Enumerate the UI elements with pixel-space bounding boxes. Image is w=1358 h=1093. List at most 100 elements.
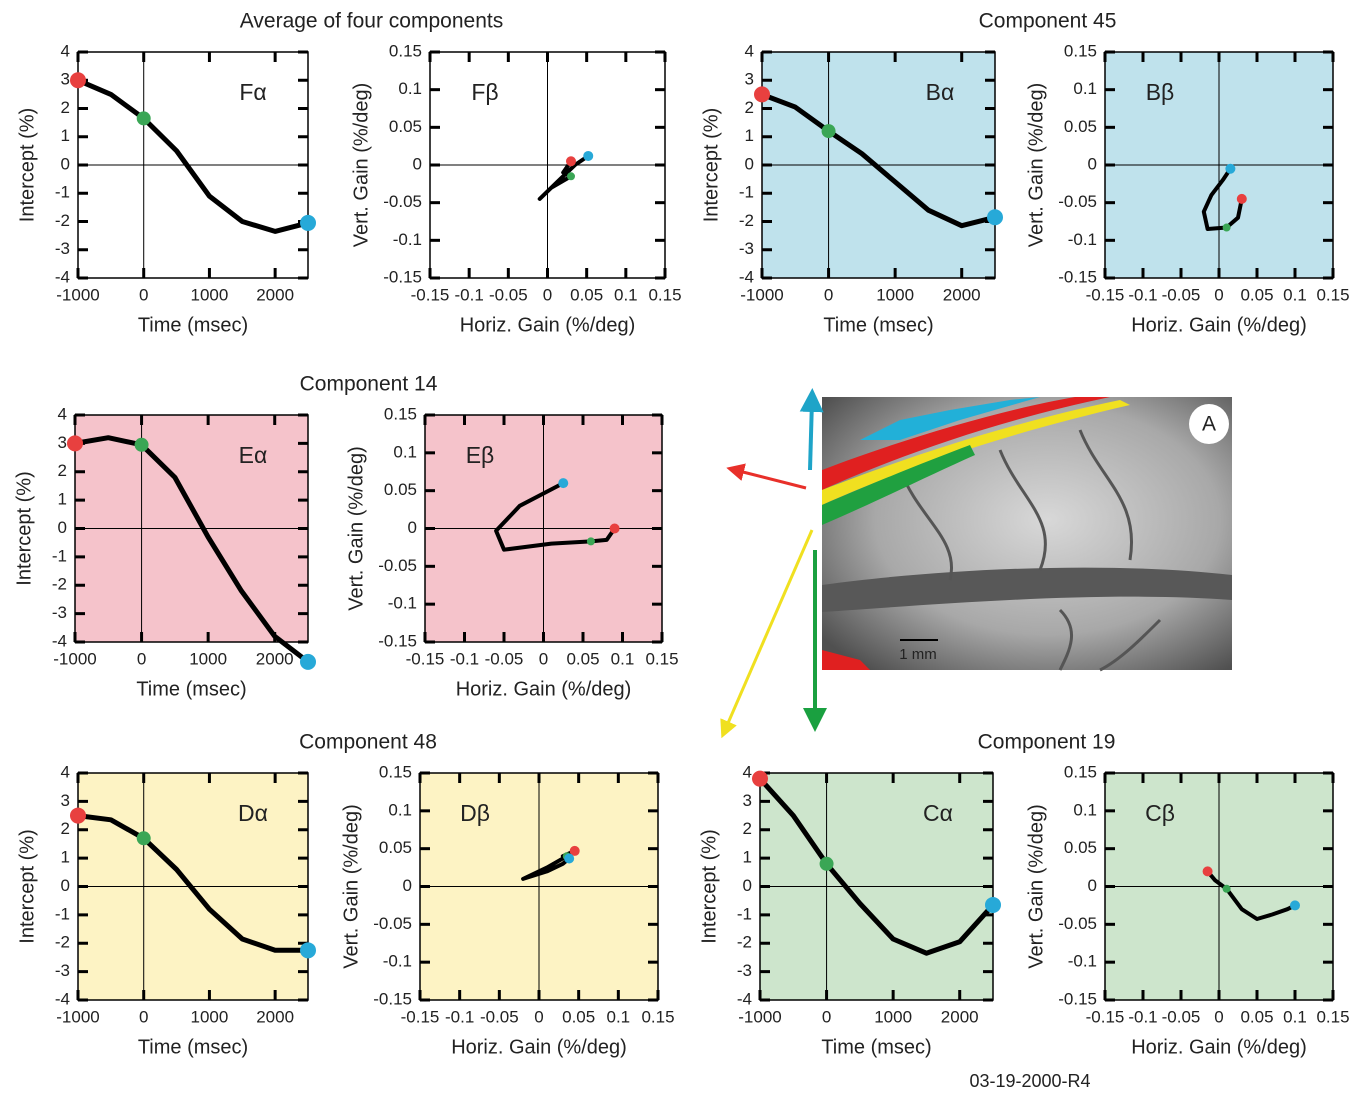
panel-label: Bα	[926, 79, 955, 105]
data-line	[1206, 870, 1296, 921]
y-tick-label: -3	[52, 603, 67, 622]
y-tick-label: 0.1	[393, 442, 417, 461]
x-tick-label: 0.05	[566, 649, 599, 668]
y-tick-label: 4	[58, 404, 67, 423]
x-axis-label: Horiz. Gain (%/deg)	[460, 314, 636, 336]
data-marker	[987, 209, 1003, 226]
y-tick-label: 3	[61, 791, 70, 810]
x-tick-label: -0.15	[401, 1007, 440, 1026]
y-axis-label: Vert. Gain (%/deg)	[1025, 83, 1047, 248]
data-marker	[754, 86, 770, 103]
group-title: Component 48	[299, 731, 437, 754]
data-marker	[300, 653, 316, 670]
footer: 03-19-2000-R4	[969, 1071, 1090, 1091]
panel-label: Dβ	[460, 800, 490, 826]
y-tick-label: -1	[739, 183, 754, 202]
x-tick-label: 0.1	[1283, 1007, 1307, 1026]
y-axis-label: Vert. Gain (%/deg)	[340, 804, 362, 969]
y-tick-label: -0.15	[1058, 989, 1097, 1008]
data-line	[77, 78, 309, 234]
x-axis-label: Time (msec)	[138, 314, 248, 336]
data-marker	[134, 437, 149, 452]
chart: -0.15 -0.1 -0.05 0 0.05 0.1 0.15-0.15-0.1-0.05…	[1025, 762, 1349, 1058]
x-tick-label: 0.05	[562, 1007, 595, 1026]
y-tick-label: -3	[55, 239, 70, 258]
y-tick-label: 0.05	[389, 117, 422, 136]
data-marker	[1222, 223, 1231, 232]
y-tick-label: 0	[61, 876, 70, 895]
y-tick-label: 1	[61, 126, 70, 145]
data-marker	[70, 72, 86, 89]
y-tick-label: -3	[737, 961, 752, 980]
y-tick-label: -0.1	[1068, 230, 1097, 249]
y-tick-label: 4	[743, 762, 752, 781]
y-tick-label: 1	[743, 848, 752, 867]
arrow-up	[799, 388, 824, 471]
group-title: Component 14	[300, 373, 438, 396]
y-axis-label: Intercept (%)	[16, 108, 38, 222]
x-tick-label: 0.15	[1316, 285, 1349, 304]
y-tick-label: -3	[739, 239, 754, 258]
x-tick-label: -0.15	[1086, 1007, 1125, 1026]
y-tick-label: 0.15	[389, 41, 422, 60]
y-tick-label: -3	[55, 961, 70, 980]
data-line	[77, 813, 308, 953]
y-tick-label: 3	[61, 70, 70, 89]
x-tick-label: 0.1	[614, 285, 638, 304]
y-tick-label: 2	[61, 98, 70, 117]
x-tick-label: -0.15	[406, 649, 445, 668]
data-marker	[569, 845, 580, 856]
y-tick-label: 0.15	[1064, 762, 1097, 781]
y-tick-label: 0.15	[384, 404, 417, 423]
y-tick-label: -1	[52, 546, 67, 565]
x-tick-label: 2000	[256, 1007, 294, 1026]
data-marker	[819, 856, 834, 871]
x-axis-label: Horiz. Gain (%/deg)	[1131, 1036, 1307, 1058]
data-marker	[1236, 193, 1247, 204]
y-tick-label: 2	[58, 461, 67, 480]
x-tick-label: 1000	[191, 1007, 229, 1026]
x-tick-label: 1000	[189, 649, 227, 668]
y-tick-label: 1	[745, 126, 754, 145]
y-tick-label: 2	[745, 98, 754, 117]
y-tick-label: 0.05	[1064, 117, 1097, 136]
y-tick-label: 0	[745, 154, 754, 173]
x-tick-label: -0.15	[411, 285, 450, 304]
chart: -1000 0 1000 2000 -4 -3 -2 -1 0 1 2 3 4 Time (msec) In…	[698, 762, 1001, 1058]
y-axis-label: Vert. Gain (%/deg)	[345, 446, 367, 611]
image-background	[822, 397, 1232, 670]
x-tick-label: 0	[139, 285, 148, 304]
panel-label: Cα	[923, 800, 953, 826]
x-tick-label: 0	[137, 649, 146, 668]
y-tick-label: 0.05	[384, 480, 417, 499]
x-tick-label: -0.1	[445, 1007, 474, 1026]
y-tick-label: 3	[58, 433, 67, 452]
y-axis-label: Intercept (%)	[13, 471, 35, 585]
x-axis-label: Time (msec)	[138, 1036, 248, 1058]
y-tick-label: -4	[739, 267, 754, 286]
y-tick-label: 3	[743, 791, 752, 810]
x-tick-label: 0.05	[1240, 285, 1273, 304]
chart: -1000 0 1000 2000 -4 -3 -2 -1 0 1 2 3 4 Time (msec) In…	[700, 41, 1003, 336]
y-tick-label: -2	[737, 933, 752, 952]
data-marker	[564, 853, 575, 864]
y-tick-label: 0	[61, 154, 70, 173]
y-tick-label: 1	[61, 848, 70, 867]
x-tick-label: 1000	[876, 285, 914, 304]
y-tick-label: -0.15	[373, 989, 412, 1008]
data-marker	[752, 770, 768, 787]
cyan-region	[860, 397, 1040, 440]
chart: -0.15 -0.1 -0.05 0 0.05 0.1 0.15-0.15-0.1-0.05…	[350, 41, 681, 336]
y-tick-label: 0.1	[388, 800, 412, 819]
data-marker	[1202, 866, 1213, 877]
data-marker	[558, 478, 569, 489]
y-tick-label: 0.1	[1073, 79, 1097, 98]
data-marker	[67, 435, 83, 452]
y-tick-label: -4	[55, 267, 70, 286]
group-title: Component 45	[979, 10, 1117, 33]
x-tick-label: 0.15	[645, 649, 678, 668]
y-tick-label: -0.05	[1058, 192, 1097, 211]
panel-label: Eβ	[466, 442, 495, 468]
y-tick-label: -2	[739, 211, 754, 230]
